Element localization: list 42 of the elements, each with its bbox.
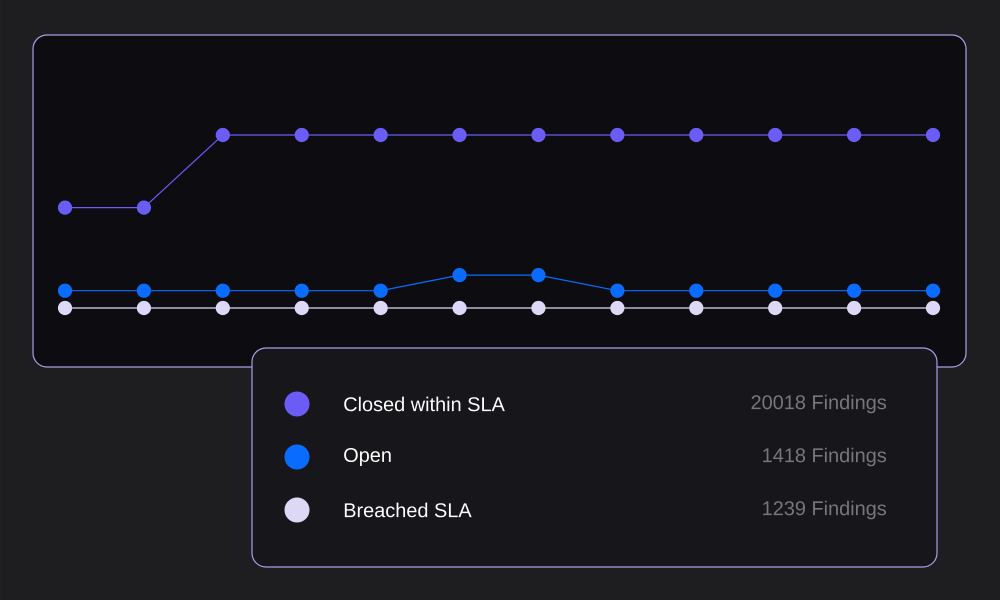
text: 20018 Findings <box>752 394 886 414</box>
point <box>58 200 72 215</box>
point <box>216 128 230 142</box>
point <box>689 300 704 316</box>
point <box>847 300 862 316</box>
point <box>216 300 230 316</box>
point <box>374 128 388 142</box>
point <box>847 284 862 298</box>
point <box>294 284 309 298</box>
point <box>452 128 467 142</box>
point <box>136 200 152 215</box>
legend-label: Closed within SLA <box>344 396 505 412</box>
point <box>531 128 546 142</box>
point <box>847 128 862 142</box>
point <box>610 300 624 316</box>
text: 1418 Findings <box>763 448 886 466</box>
point <box>689 128 704 142</box>
point <box>689 284 704 298</box>
point <box>768 284 782 298</box>
point <box>768 128 782 142</box>
point <box>610 284 624 298</box>
point <box>58 284 72 298</box>
legend-label: Open <box>344 448 391 466</box>
point <box>926 128 940 142</box>
text: 1239 Findings <box>763 500 886 520</box>
point <box>926 284 940 298</box>
point <box>768 300 782 316</box>
point <box>136 284 152 298</box>
point <box>294 300 309 316</box>
point <box>610 128 624 142</box>
point <box>374 300 388 316</box>
legend-label: Breached SLA <box>344 502 472 518</box>
point <box>58 300 72 316</box>
point <box>216 284 230 298</box>
point <box>926 300 940 316</box>
point <box>452 268 467 282</box>
point <box>374 284 388 298</box>
point <box>294 128 309 142</box>
point <box>531 268 546 282</box>
point <box>452 300 467 316</box>
point <box>136 300 152 316</box>
point <box>531 300 546 316</box>
